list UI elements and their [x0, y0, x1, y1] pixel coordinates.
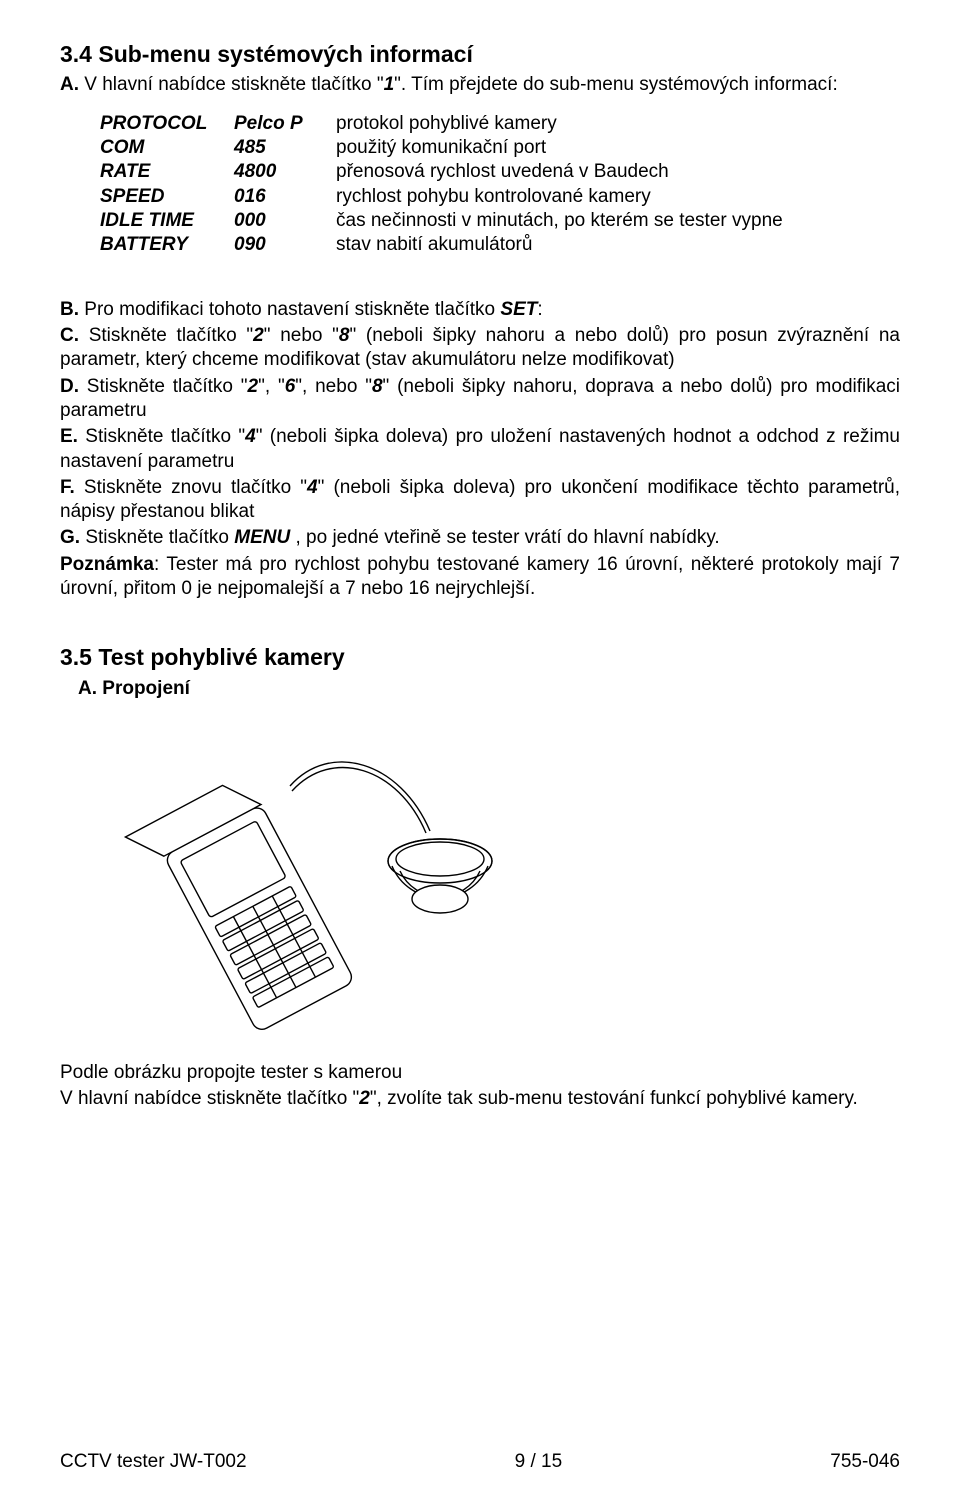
param-desc: protokol pohyblivé kamery: [336, 112, 789, 136]
param-desc: rychlost pohybu kontrolované kamery: [336, 185, 789, 209]
step-a-lead: A.: [60, 74, 79, 95]
footer-left: CCTV tester JW-T002: [60, 1450, 247, 1474]
step-d-lead: D.: [60, 376, 79, 397]
step-c: C. Stiskněte tlačítko "2" nebo "8" (nebo…: [60, 324, 900, 373]
table-row: BATTERY 090 stav nabití akumulátorů: [100, 233, 789, 257]
step-b-lead: B.: [60, 299, 79, 320]
step-e-lead: E.: [60, 426, 78, 447]
step-g-lead: G.: [60, 527, 80, 548]
step-g-t2: , po jedné vteřině se tester vrátí do hl…: [290, 527, 720, 548]
section-3-4-title: 3.4 Sub-menu systémových informací: [60, 40, 900, 69]
step-f-t1: Stiskněte znovu tlačítko ": [75, 477, 307, 498]
param-label: RATE: [100, 160, 234, 184]
step-e-t1: Stiskněte tlačítko ": [78, 426, 245, 447]
step-a-btn-1: 1: [384, 74, 395, 95]
step-d-t1: Stiskněte tlačítko ": [79, 376, 248, 397]
tester-camera-illustration: [100, 711, 520, 1041]
step-c-t2: " nebo ": [264, 325, 339, 346]
step-g: G. Stiskněte tlačítko MENU , po jedné vt…: [60, 526, 900, 550]
step-c-t1: Stiskněte tlačítko ": [79, 325, 253, 346]
note-lead: Poznámka: [60, 554, 154, 575]
section-3-5-sub-a: A. Propojení: [78, 677, 900, 701]
bottom-2-btn-2: 2: [359, 1088, 370, 1109]
param-value: 000: [234, 209, 336, 233]
param-desc: použitý komunikační port: [336, 136, 789, 160]
step-b-text: Pro modifikaci tohoto nastavení stisknět…: [79, 299, 500, 320]
footer-right: 755-046: [830, 1450, 900, 1474]
table-row: IDLE TIME 000 čas nečinnosti v minutách,…: [100, 209, 789, 233]
param-value: 016: [234, 185, 336, 209]
step-c-lead: C.: [60, 325, 79, 346]
table-row: SPEED 016 rychlost pohybu kontrolované k…: [100, 185, 789, 209]
step-d-t2: ", ": [258, 376, 285, 397]
param-desc: čas nečinnosti v minutách, po kterém se …: [336, 209, 789, 233]
note: Poznámka: Tester má pro rychlost pohybu …: [60, 553, 900, 602]
param-value: 485: [234, 136, 336, 160]
param-desc: přenosová rychlost uvedená v Baudech: [336, 160, 789, 184]
step-g-t1: Stiskněte tlačítko: [80, 527, 234, 548]
section-3-4-step-a: A. V hlavní nabídce stiskněte tlačítko "…: [60, 73, 900, 97]
note-text: : Tester má pro rychlost pohybu testovan…: [60, 554, 900, 599]
param-label: SPEED: [100, 185, 234, 209]
step-a-text-2: ". Tím přejdete do sub-menu systémových …: [394, 74, 838, 95]
system-info-table: PROTOCOL Pelco P protokol pohyblivé kame…: [100, 112, 789, 258]
param-label: BATTERY: [100, 233, 234, 257]
step-c-btn-2: 2: [253, 325, 264, 346]
bottom-2-t1: V hlavní nabídce stiskněte tlačítko ": [60, 1088, 359, 1109]
param-label: PROTOCOL: [100, 112, 234, 136]
param-value: 4800: [234, 160, 336, 184]
step-c-btn-8: 8: [339, 325, 350, 346]
bottom-line-2: V hlavní nabídce stiskněte tlačítko "2",…: [60, 1087, 900, 1111]
param-label: IDLE TIME: [100, 209, 234, 233]
table-row: COM 485 použitý komunikační port: [100, 136, 789, 160]
param-value: Pelco P: [234, 112, 336, 136]
param-label: COM: [100, 136, 234, 160]
step-f: F. Stiskněte znovu tlačítko "4" (neboli …: [60, 476, 900, 525]
step-d-btn-2: 2: [248, 376, 259, 397]
step-e-btn-4: 4: [245, 426, 256, 447]
step-g-menu: MENU: [234, 527, 290, 548]
step-e: E. Stiskněte tlačítko "4" (neboli šipka …: [60, 425, 900, 474]
step-b-set: SET: [500, 299, 537, 320]
step-d: D. Stiskněte tlačítko "2", "6", nebo "8"…: [60, 375, 900, 424]
table-row: PROTOCOL Pelco P protokol pohyblivé kame…: [100, 112, 789, 136]
page-footer: CCTV tester JW-T002 9 / 15 755-046: [60, 1450, 900, 1474]
param-value: 090: [234, 233, 336, 257]
bottom-2-t2: ", zvolíte tak sub-menu testování funkcí…: [370, 1088, 858, 1109]
step-f-lead: F.: [60, 477, 75, 498]
step-a-text-1: V hlavní nabídce stiskněte tlačítko ": [79, 74, 384, 95]
footer-page-number: 9 / 15: [515, 1450, 563, 1474]
bottom-line-1: Podle obrázku propojte tester s kamerou: [60, 1061, 900, 1085]
step-f-btn-4: 4: [307, 477, 318, 498]
param-desc: stav nabití akumulátorů: [336, 233, 789, 257]
step-b-colon: :: [537, 299, 542, 320]
table-row: RATE 4800 přenosová rychlost uvedená v B…: [100, 160, 789, 184]
step-d-t3: ", nebo ": [295, 376, 372, 397]
section-3-5-title: 3.5 Test pohyblivé kamery: [60, 643, 900, 672]
step-d-btn-6: 6: [285, 376, 296, 397]
step-d-btn-8: 8: [372, 376, 383, 397]
step-b: B. Pro modifikaci tohoto nastavení stisk…: [60, 298, 900, 322]
